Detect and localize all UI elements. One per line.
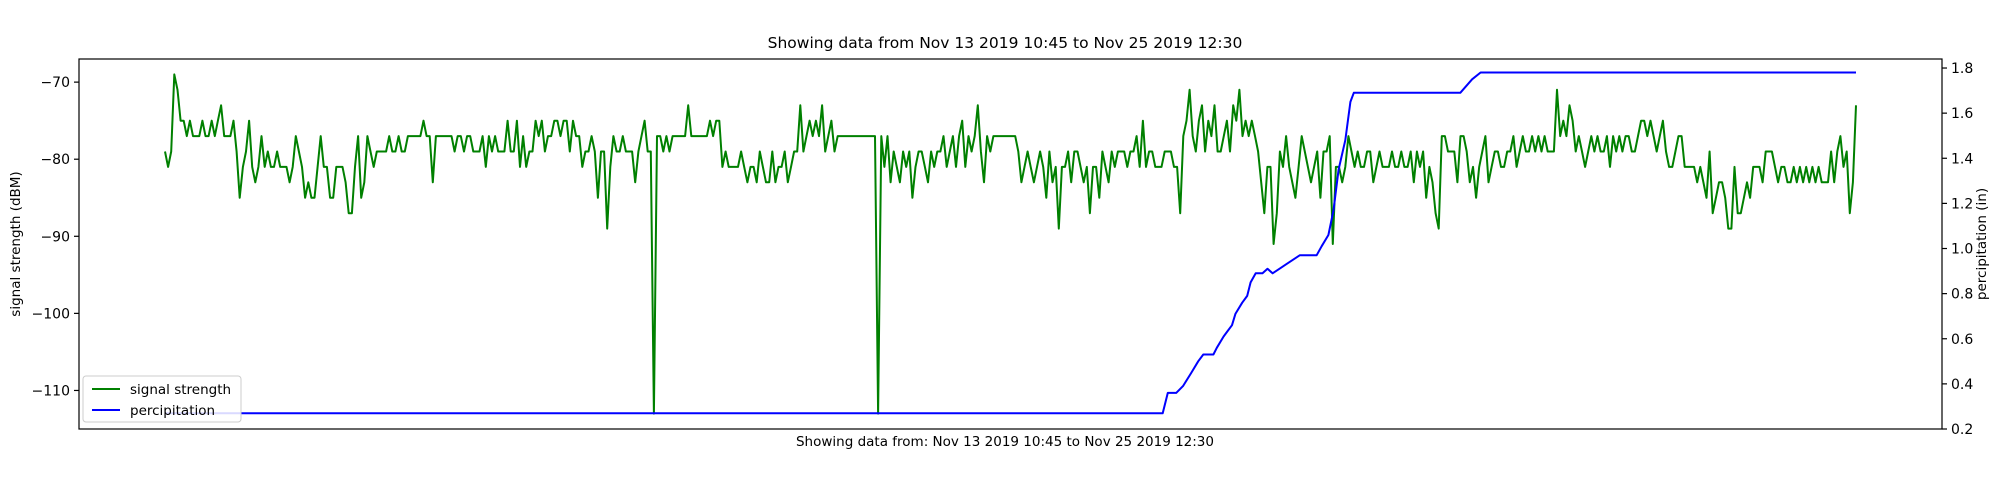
series-line-signal-strength [164, 73, 1857, 415]
y-axis-right-label: percipitation (in) [1974, 188, 1990, 300]
y-right-tick-label: 1.0 [1951, 242, 1973, 258]
x-axis-label: Showing data from: Nov 13 2019 10:45 to … [796, 434, 1214, 450]
y-right-tick-label: 0.6 [1951, 332, 1973, 348]
y-left-tick-label: −100 [32, 306, 70, 322]
y-left-tick-label: −90 [40, 229, 70, 245]
plot-area: −70 −80 −90 −100 −110 0.2 0.4 0.6 0.8 1.0 1.2 1.4 1.… [32, 58, 1973, 438]
y-axis-left-label: signal strength (dBM) [8, 171, 24, 316]
legend-box [82, 375, 242, 423]
y-right-tick-label: 1.2 [1951, 196, 1973, 212]
y-right-tick-label: 0.8 [1951, 287, 1973, 303]
legend-label-percipitation: percipitation [130, 403, 215, 419]
y-left-tick-label: −80 [40, 152, 70, 168]
plot-frame [78, 58, 1943, 430]
y-left-tick-label: −70 [40, 75, 70, 91]
y-right-tick-label: 0.4 [1951, 377, 1973, 393]
chart-title: Showing data from Nov 13 2019 10:45 to N… [768, 34, 1243, 52]
legend: signal strength percipitation [82, 375, 242, 423]
legend-label-signal-strength: signal strength [130, 382, 231, 398]
y-right-tick-label: 1.4 [1951, 151, 1973, 167]
y-right-tick-label: 1.6 [1951, 106, 1973, 122]
y-right-tick-label: 1.8 [1951, 61, 1973, 77]
y-right-tick-label: 0.2 [1951, 422, 1973, 438]
series-line-percipitation [165, 71, 1856, 415]
y-left-tick-label: −110 [32, 383, 70, 399]
